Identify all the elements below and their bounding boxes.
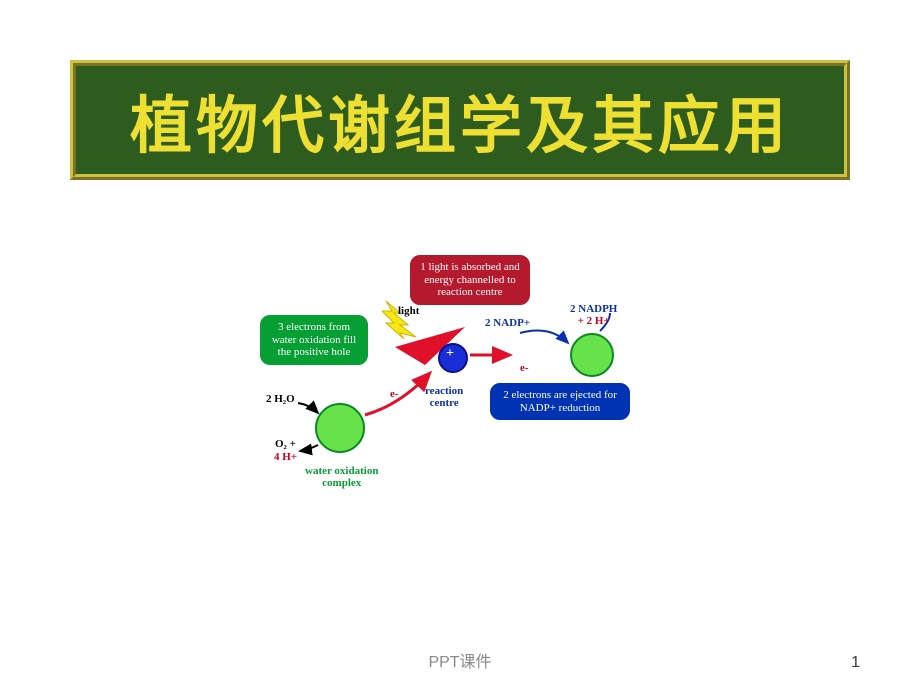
h2o-label: 2 H₂O xyxy=(266,393,295,405)
e1-label: e- xyxy=(390,388,399,400)
e2-label: e- xyxy=(520,362,529,374)
h4-label: 4 H+ xyxy=(274,451,297,463)
woc-label: water oxidation complex xyxy=(305,465,378,489)
footer-label: PPT课件 xyxy=(0,648,920,672)
light-label: light xyxy=(398,305,419,317)
box-light-absorbed: 1 light is absorbed and energy channelle… xyxy=(410,255,530,305)
diagram-container: + 1 light is abs xyxy=(260,255,680,505)
nadp-label: 2 NADP+ xyxy=(485,317,530,329)
nadph-label: 2 NADPH+ 2 H+ xyxy=(570,303,617,327)
box-electrons-ejected: 2 electrons are ejected for NADP+ reduct… xyxy=(490,383,630,420)
page-title: 植物代谢组学及其应用 xyxy=(130,75,790,165)
o2-label: O₂ + xyxy=(275,438,296,450)
reaction-centre-label: reaction centre xyxy=(425,385,463,409)
title-banner: 植物代谢组学及其应用 xyxy=(70,60,850,180)
box-electrons-from-water: 3 electrons from water oxidation fill th… xyxy=(260,315,368,365)
page-number: 1 xyxy=(851,654,860,672)
